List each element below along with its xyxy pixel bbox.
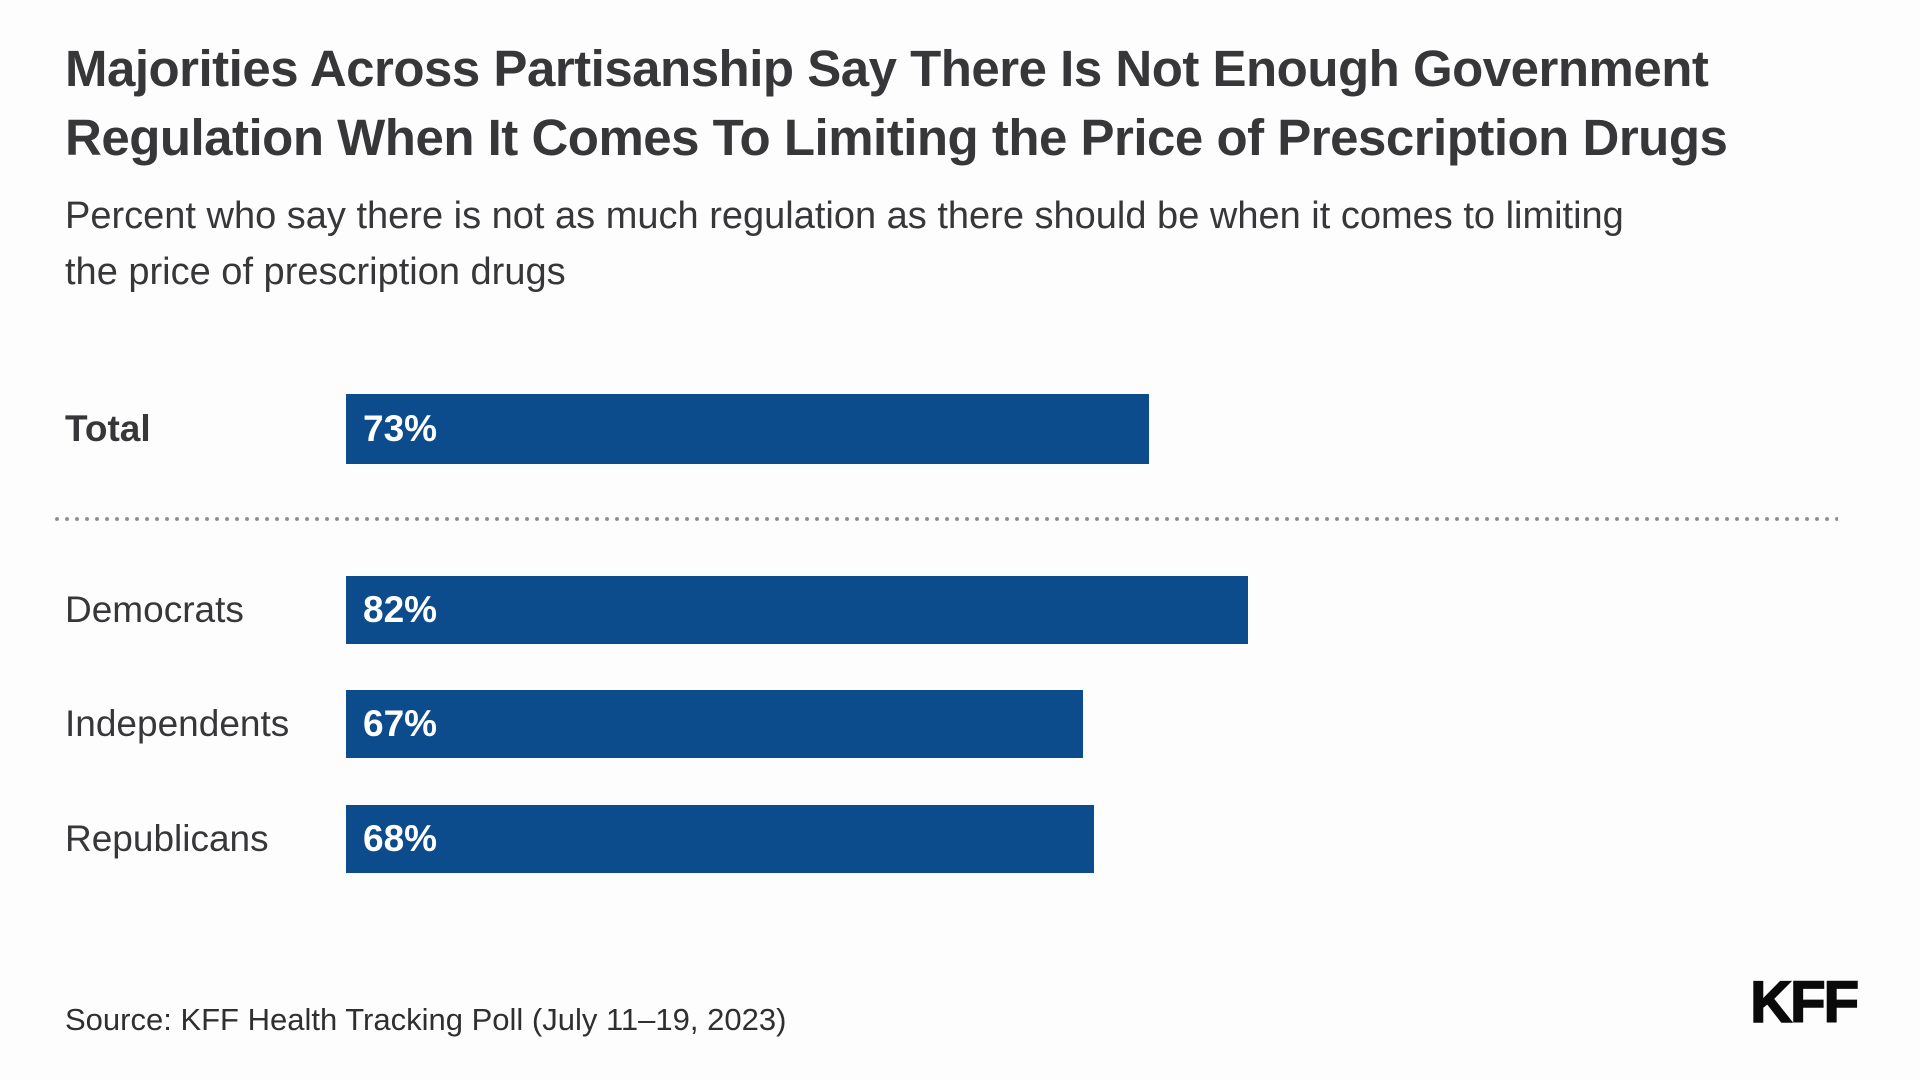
bar-row-democrats: Democrats 82%: [0, 576, 1920, 644]
bar-value-label-democrats: 82%: [363, 589, 438, 630]
category-label-democrats: Democrats: [65, 589, 244, 630]
bar-republicans: 68%: [346, 805, 1094, 873]
chart-title-line-2: Regulation When It Comes To Limiting the…: [65, 109, 1728, 166]
chart-subtitle: Percent who say there is not as much reg…: [65, 188, 1624, 300]
source-note: Source: KFF Health Tracking Poll (July 1…: [65, 1002, 787, 1037]
bar-value-label-independents: 67%: [363, 703, 438, 744]
category-label-total: Total: [65, 408, 151, 449]
category-label-republicans: Republicans: [65, 818, 269, 859]
category-label-independents: Independents: [65, 703, 290, 744]
dotted-divider-line: [52, 516, 1838, 522]
bar-track-independents: 67%: [346, 690, 1446, 758]
chart-subtitle-line-2: the price of prescription drugs: [65, 251, 566, 293]
bar-track-total: 73%: [346, 394, 1446, 464]
bar-track-republicans: 68%: [346, 805, 1446, 873]
bar-value-label-total: 73%: [363, 408, 438, 449]
bar-track-democrats: 82%: [346, 576, 1446, 644]
kff-logo: KFF: [1749, 969, 1859, 1036]
bar-democrats: 82%: [346, 576, 1248, 644]
bar-independents: 67%: [346, 690, 1083, 758]
chart-title-line-1: Majorities Across Partisanship Say There…: [65, 40, 1709, 97]
chart-title: Majorities Across Partisanship Say There…: [65, 34, 1728, 172]
bar-row-republicans: Republicans 68%: [0, 805, 1920, 873]
bar-total: 73%: [346, 394, 1149, 464]
bar-row-independents: Independents 67%: [0, 690, 1920, 758]
chart-subtitle-line-1: Percent who say there is not as much reg…: [65, 195, 1624, 237]
bar-value-label-republicans: 68%: [363, 818, 438, 859]
bar-row-total: Total 73%: [0, 394, 1920, 464]
